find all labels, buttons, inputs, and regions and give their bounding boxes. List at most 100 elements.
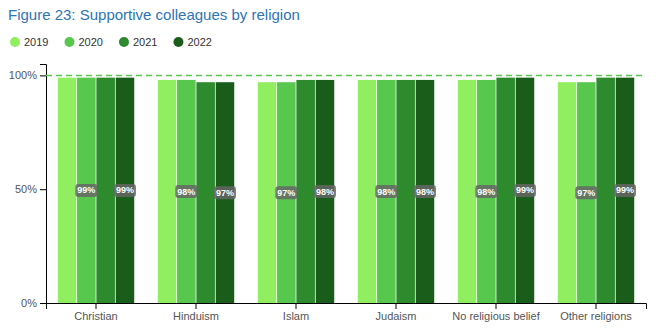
- x-tick-label: Islam: [283, 310, 309, 322]
- y-tick-label: 100%: [9, 69, 37, 81]
- y-tick: 100%: [9, 69, 46, 81]
- x-tick-label: Christian: [74, 310, 117, 322]
- legend-swatch: [119, 37, 129, 47]
- bar: [577, 82, 596, 303]
- bar-series: [116, 78, 635, 303]
- bar: [116, 78, 135, 303]
- bar: [358, 80, 377, 303]
- y-tick: 50%: [15, 183, 46, 195]
- x-tick-mark: [496, 303, 497, 309]
- chart-title: Figure 23: Supportive colleagues by reli…: [8, 6, 300, 23]
- legend-label: 2022: [187, 36, 211, 48]
- data-label: 98%: [414, 185, 436, 198]
- data-label-text: 98%: [477, 187, 495, 197]
- x-tick: Hinduism: [173, 303, 219, 322]
- data-label-bg: [475, 185, 497, 198]
- bar: [616, 78, 635, 303]
- x-tick-mark: [196, 303, 197, 309]
- bar-series: [77, 78, 596, 303]
- bar: [96, 78, 115, 303]
- data-label: 99%: [614, 184, 636, 197]
- data-label-bg: [314, 185, 336, 198]
- data-label-bg: [414, 185, 436, 198]
- bar: [277, 82, 296, 303]
- data-label: 98%: [175, 185, 197, 198]
- legend-label: 2019: [24, 36, 48, 48]
- x-tick-label: Other religions: [560, 310, 632, 322]
- data-label-bg: [114, 184, 136, 197]
- data-label-text: 97%: [216, 188, 234, 198]
- x-tick-mark: [296, 303, 297, 309]
- bar: [77, 78, 96, 303]
- bar: [377, 80, 396, 303]
- bar-series: [96, 78, 615, 303]
- x-tick-mark: [396, 303, 397, 309]
- x-tick-mark: [96, 303, 97, 309]
- data-label-text: 99%: [116, 185, 134, 195]
- bar: [416, 80, 435, 303]
- data-label: 98%: [475, 185, 497, 198]
- chart-container: Figure 23: Supportive colleagues by reli…: [0, 0, 658, 331]
- bar: [458, 80, 477, 303]
- bar: [477, 80, 496, 303]
- x-axis-line: [47, 304, 647, 310]
- x-tick-mark: [596, 303, 597, 309]
- data-label-text: 97%: [577, 188, 595, 198]
- y-tick-label: 50%: [15, 183, 37, 195]
- data-label: 99%: [514, 184, 536, 197]
- bar: [177, 80, 196, 303]
- bar: [216, 82, 235, 303]
- data-label-text: 99%: [616, 185, 634, 195]
- x-tick: Christian: [74, 303, 117, 322]
- data-label: 99%: [75, 184, 97, 197]
- plot-area: 0% 50% 100% Christian Hinduism Islam Judaism No…: [9, 65, 647, 322]
- legend-item: 2022: [173, 36, 211, 48]
- bar: [496, 78, 515, 303]
- data-label: 98%: [375, 185, 397, 198]
- x-tick: Islam: [283, 303, 309, 322]
- bar: [258, 82, 277, 303]
- data-label-bg: [575, 186, 597, 199]
- legend-label: 2021: [133, 36, 157, 48]
- data-label-bg: [75, 184, 97, 197]
- bar: [158, 80, 177, 303]
- x-tick: No religious belief: [452, 303, 540, 322]
- y-tick-mark: [40, 189, 46, 190]
- bar: [58, 78, 77, 303]
- legend: 2019 2020 2021 2022: [10, 36, 212, 48]
- bar: [396, 80, 415, 303]
- x-tick-label: Hinduism: [173, 310, 219, 322]
- data-label-text: 98%: [316, 187, 334, 197]
- legend-label: 2020: [78, 36, 102, 48]
- y-tick-label: 0%: [21, 297, 37, 309]
- data-label-text: 97%: [277, 188, 295, 198]
- data-label-bg: [175, 185, 197, 198]
- legend-swatch: [173, 37, 183, 47]
- data-label-bg: [514, 184, 536, 197]
- legend-swatch: [64, 37, 74, 47]
- legend-item: 2021: [119, 36, 157, 48]
- data-label: 98%: [314, 185, 336, 198]
- reference-line: [46, 75, 646, 77]
- data-label-text: 99%: [516, 185, 534, 195]
- data-label-text: 98%: [377, 187, 395, 197]
- data-label-text: 98%: [416, 187, 434, 197]
- y-axis: 0% 50% 100%: [9, 65, 47, 310]
- legend-item: 2019: [10, 36, 48, 48]
- chart-svg: Figure 23: Supportive colleagues by reli…: [0, 0, 658, 331]
- data-label-bg: [214, 186, 236, 199]
- bar: [516, 78, 535, 303]
- data-label: 99%: [114, 184, 136, 197]
- bar-series: [58, 78, 577, 303]
- data-label: 97%: [214, 186, 236, 199]
- data-label-text: 99%: [77, 185, 95, 195]
- y-tick-mark: [40, 75, 46, 76]
- y-axis-line: [40, 65, 47, 304]
- x-tick: Judaism: [376, 303, 417, 322]
- y-tick: 0%: [21, 297, 46, 309]
- x-tick-label: Judaism: [376, 310, 417, 322]
- legend-swatch: [10, 37, 20, 47]
- x-tick: Other religions: [560, 303, 632, 322]
- data-label-text: 98%: [177, 187, 195, 197]
- bar: [296, 80, 315, 303]
